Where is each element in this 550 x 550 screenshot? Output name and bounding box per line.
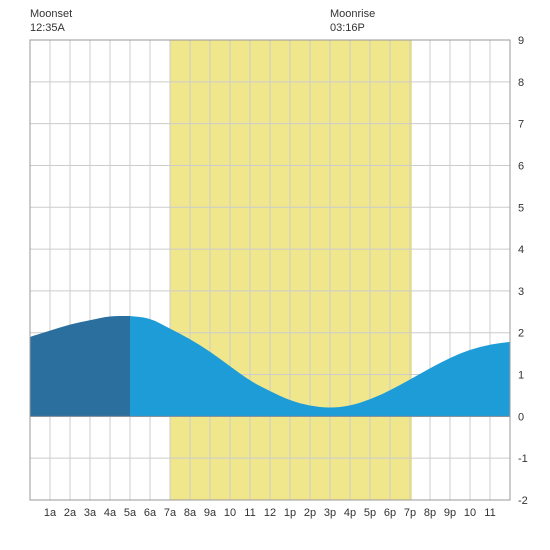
moonset-time: 12:35A: [30, 22, 65, 34]
moonset-title: Moonset: [30, 8, 72, 20]
x-tick-label: 7p: [404, 507, 416, 519]
x-tick-label: 4p: [344, 507, 356, 519]
x-tick-label: 2a: [64, 507, 77, 519]
x-tick-label: 8a: [184, 507, 197, 519]
y-tick-label: 0: [518, 411, 524, 423]
x-tick-label: 5p: [364, 507, 376, 519]
x-tick-label: 1a: [44, 507, 57, 519]
y-tick-label: 3: [518, 286, 524, 298]
moonrise-title: Moonrise: [330, 8, 375, 20]
y-tick-label: 5: [518, 202, 524, 214]
x-tick-label: 11: [244, 507, 255, 519]
x-tick-label: 7a: [164, 507, 177, 519]
chart-svg: -2-101234567891a2a3a4a5a6a7a8a9a1011121p…: [10, 10, 540, 530]
y-tick-label: -1: [518, 453, 528, 465]
moonrise-time: 03:16P: [330, 22, 365, 34]
y-tick-label: 7: [518, 119, 524, 131]
x-tick-label: 3p: [324, 507, 336, 519]
moonrise-label: Moonrise 03:16P: [330, 7, 375, 36]
x-tick-label: 11: [484, 507, 495, 519]
tide-chart: Moonset 12:35A Moonrise 03:16P -2-101234…: [10, 10, 540, 540]
daylight-band: [170, 40, 412, 500]
x-tick-label: 9a: [204, 507, 217, 519]
x-tick-label: 3a: [84, 507, 97, 519]
y-tick-label: 8: [518, 77, 524, 89]
y-tick-label: 9: [518, 35, 524, 47]
x-tick-label: 2p: [304, 507, 316, 519]
x-tick-label: 4a: [104, 507, 117, 519]
x-tick-label: 1p: [284, 507, 296, 519]
y-tick-label: 1: [518, 370, 524, 382]
x-tick-label: 10: [464, 507, 476, 519]
x-tick-label: 12: [264, 507, 276, 519]
x-tick-label: 6a: [144, 507, 157, 519]
y-tick-label: 6: [518, 160, 524, 172]
moonset-label: Moonset 12:35A: [30, 7, 72, 36]
y-tick-label: -2: [518, 495, 528, 507]
y-tick-label: 4: [518, 244, 524, 256]
x-tick-label: 8p: [424, 507, 436, 519]
y-tick-label: 2: [518, 328, 524, 340]
x-tick-label: 5a: [124, 507, 137, 519]
x-tick-label: 9p: [444, 507, 456, 519]
x-tick-label: 10: [224, 507, 236, 519]
x-tick-label: 6p: [384, 507, 396, 519]
